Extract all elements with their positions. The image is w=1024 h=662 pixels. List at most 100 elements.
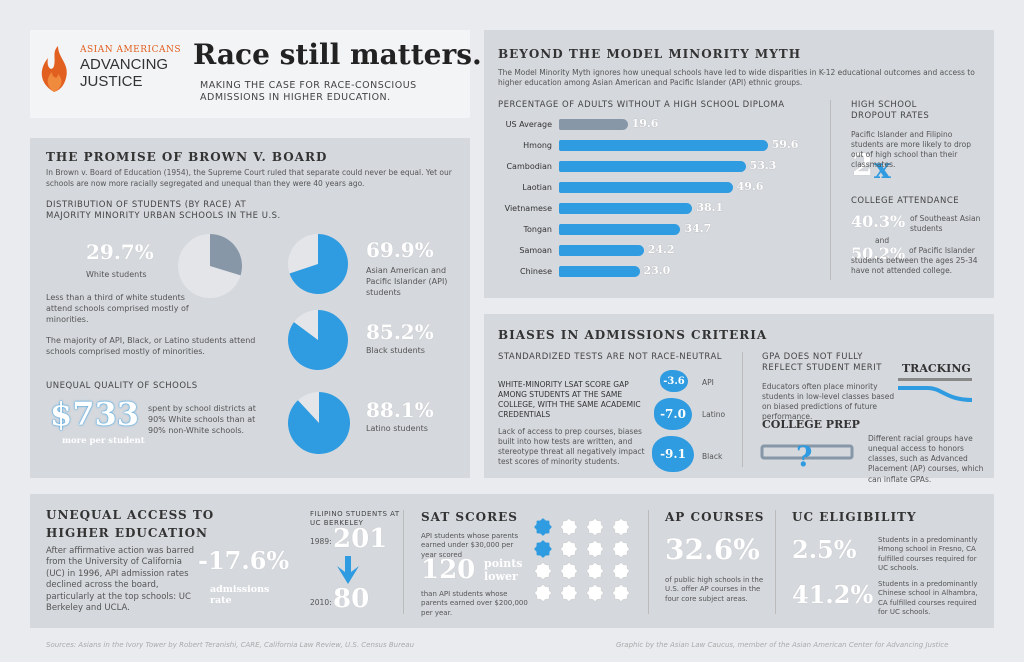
bottom-divider1 (403, 510, 404, 614)
admission-rate: -17.6% (198, 546, 290, 575)
bar (559, 224, 681, 235)
quality-heading: UNEQUAL QUALITY OF SCHOOLS (46, 381, 198, 391)
myth-heading: BEYOND THE MODEL MINORITY MYTH (498, 47, 802, 61)
sat-text1: API students whose parents earned under … (421, 532, 519, 559)
college-and: and (875, 236, 890, 245)
sat-heading: SAT SCORES (421, 510, 518, 524)
brown-intro-line1: In Brown v. Board of Education (1954), t… (46, 168, 452, 177)
dropout-heading-line2: DROPOUT RATES (851, 111, 930, 121)
bar-category-label: Vietnamese (504, 204, 552, 213)
lsat-text: WHITE-MINORITY LSAT SCORE GAP AMONG STUD… (498, 380, 641, 420)
white-note: Less than a third of white students atte… (46, 293, 189, 324)
bottom-divider3 (775, 510, 776, 614)
college-pct2: 50.2% (851, 244, 906, 263)
higher-ed-text: After affirmative action was barred from… (46, 546, 195, 614)
spend-amount: $733 (50, 395, 140, 433)
bar-value-label: 38.1 (696, 201, 724, 214)
college-pct1: 40.3% (851, 212, 906, 231)
bar-category-label: Chinese (520, 267, 552, 276)
bar (559, 245, 644, 256)
admission-rate-label: admissions rate (210, 584, 270, 606)
college-prep-title: COLLEGE PREP (762, 418, 860, 431)
higher-ed-heading-line1: UNEQUAL ACCESS TO (46, 508, 215, 522)
seal-icon (612, 584, 630, 602)
bar (559, 140, 768, 151)
api-pie-chart (288, 234, 348, 294)
uc-pct1: 2.5% (792, 535, 857, 564)
gap-latino-value: -7.0 (660, 407, 686, 421)
seal-icon (612, 518, 630, 536)
bottom-divider2 (648, 510, 649, 614)
tracking-icon (898, 378, 973, 402)
header-panel (30, 30, 470, 118)
bar-value-label: 53.3 (749, 159, 777, 172)
seal-icon (534, 562, 552, 580)
bar-category-label: Cambodian (506, 162, 552, 171)
spend-text: spent by school districts at 90% White s… (148, 404, 256, 435)
seal-icon (586, 584, 604, 602)
seal-icon (560, 540, 578, 558)
count-2010: 80 (333, 584, 370, 614)
myth-intro: The Model Minority Myth ignores how uneq… (498, 68, 975, 88)
std-tests-heading: STANDARDIZED TESTS ARE NOT RACE-NEUTRAL (498, 352, 723, 362)
footer-credit: Graphic by the Asian Law Caucus, member … (616, 641, 949, 649)
sat-points-label1: points (484, 557, 523, 570)
dropout-text: Pacific Islander and Filipino students a… (851, 130, 971, 170)
brown-panel (30, 138, 470, 478)
seal-icon (534, 540, 552, 558)
gap-black-label: Black (702, 452, 723, 461)
ap-pct: 32.6% (665, 533, 760, 566)
flame-logo-icon (41, 46, 67, 92)
seal-icon (586, 518, 604, 536)
bar-category-label: Laotian (522, 183, 552, 192)
seal-icon (560, 584, 578, 602)
gap-api-value: -3.6 (663, 375, 685, 387)
seal-icon (534, 518, 552, 536)
seal-icon (612, 540, 630, 558)
college-prep-icon: ? (760, 440, 854, 470)
white-label: White students (86, 270, 147, 279)
api-label: Asian American and Pacific Islander (API… (366, 266, 448, 297)
dropout-heading-line1: HIGH SCHOOL (851, 100, 917, 110)
svg-text:?: ? (796, 440, 812, 470)
year-2010: 2010: (310, 598, 332, 607)
gap-black-value: -9.1 (660, 447, 686, 461)
tracking-title: TRACKING (902, 362, 971, 375)
tracking-text: Educators often place minority students … (762, 382, 895, 422)
bar (559, 161, 746, 172)
brown-heading: THE PROMISE OF BROWN V. BOARD (46, 150, 328, 164)
pie-slice (210, 234, 242, 276)
count-1989: 201 (333, 524, 388, 554)
bar-value-label: 59.6 (771, 138, 799, 151)
higher-ed-heading-line2: HIGHER EDUCATION (46, 526, 209, 540)
ap-text: of public high schools in the U.S. offer… (665, 576, 764, 603)
distribution-heading-line2: MAJORITY MINORITY URBAN SCHOOLS IN THE U… (46, 211, 281, 221)
uc-pct2: 41.2% (792, 580, 874, 609)
dropout-multiplier: 2 (852, 148, 873, 183)
gpa-heading-line1: GPA DOES NOT FULLY (762, 352, 863, 362)
dropout-x: x (874, 152, 891, 185)
latino-pie-chart (288, 392, 350, 454)
majority-note: The majority of API, Black, or Latino st… (46, 336, 256, 356)
college-text2: of Pacific Islander students between the… (851, 246, 978, 276)
down-arrow-icon (337, 556, 359, 584)
pie-slice (289, 234, 348, 294)
filipino-heading-line1: FILIPINO STUDENTS AT (310, 510, 400, 518)
bar-category-label: Samoan (519, 246, 552, 255)
sat-text2: than API students whose parents earned o… (421, 590, 528, 617)
latino-label: Latino students (366, 424, 428, 433)
ap-heading: AP COURSES (665, 510, 765, 524)
page-subtitle-line1: MAKING THE CASE FOR RACE-CONSCIOUS (200, 80, 417, 91)
org-name-line2: ADVANCING (80, 56, 169, 73)
filipino-heading-line2: UC BERKELEY (310, 519, 364, 527)
seal-icon (586, 540, 604, 558)
gap-api-blob: -3.6 (660, 370, 688, 392)
bar-value-label: 24.2 (647, 243, 675, 256)
gap-latino-blob: -7.0 (654, 398, 692, 430)
bar-category-label: Tongan (523, 225, 552, 234)
bottom-panel (30, 494, 994, 628)
biases-heading: BIASES IN ADMISSIONS CRITERIA (498, 328, 768, 342)
seal-icon (534, 584, 552, 602)
diploma-chart-title: PERCENTAGE OF ADULTS WITHOUT A HIGH SCHO… (498, 100, 785, 110)
diploma-bar-chart: US Average 19.6 Hmong 59.6 Cambodian 53.3 Laot… (484, 114, 814, 284)
